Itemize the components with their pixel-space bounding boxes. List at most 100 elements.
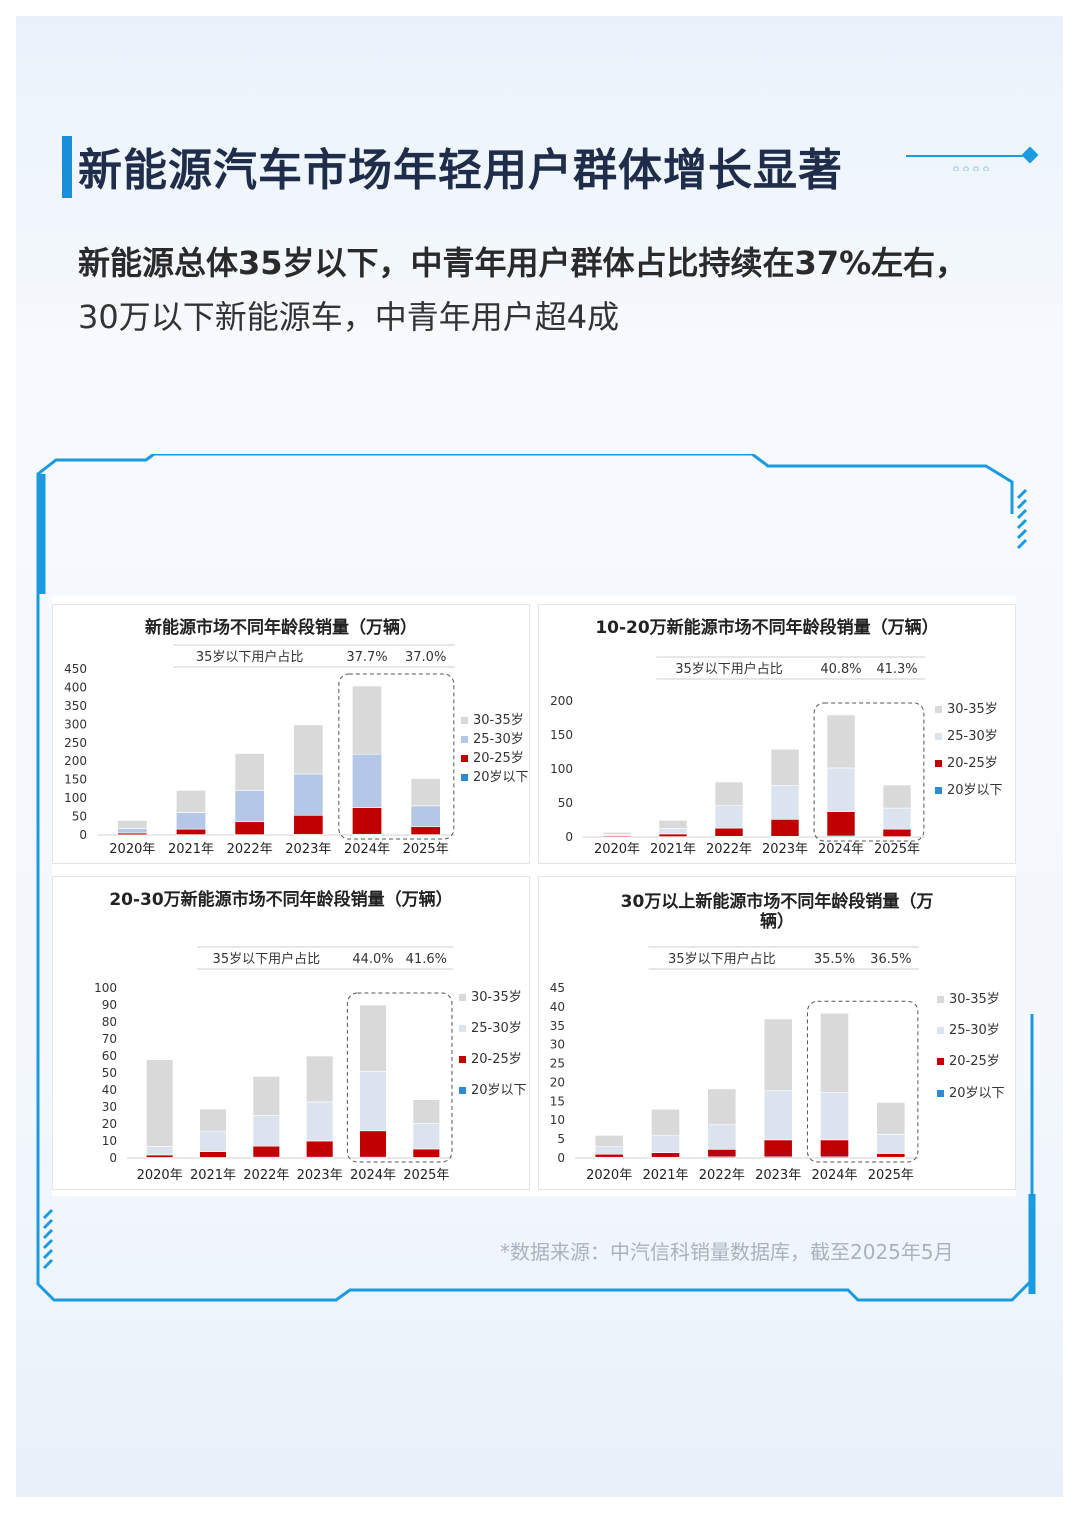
- bar-25-30: [594, 1146, 624, 1155]
- bar-30-35: [770, 748, 800, 786]
- chart-title: 10-20万新能源市场不同年龄段销量（万辆）: [595, 617, 938, 638]
- y-tick-label: 450: [64, 662, 87, 676]
- bar-20-25: [293, 814, 324, 835]
- x-tick-label: 2021年: [190, 1168, 236, 1183]
- x-tick-label: 2025年: [403, 1168, 449, 1183]
- highlight-box: [338, 673, 455, 840]
- legend-label-25-30: 25-30岁: [473, 732, 524, 747]
- title-accent-bar: [62, 136, 72, 198]
- legend-swatch-25-30: [459, 1025, 466, 1032]
- bar-30-35: [410, 778, 441, 807]
- bar-25-30: [707, 1124, 737, 1150]
- x-tick-label: 2024年: [350, 1168, 396, 1183]
- y-tick-label: 90: [102, 998, 117, 1012]
- data-source-note: *数据来源：中汽信科销量数据库，截至2025年5月: [500, 1240, 954, 1264]
- legend-swatch-30-35: [461, 717, 468, 724]
- y-tick-label: 70: [102, 1032, 117, 1046]
- x-tick-label: 2024年: [818, 842, 864, 857]
- legend-label-30-35: 30-35岁: [949, 992, 1000, 1007]
- bar-30-35: [651, 1108, 680, 1137]
- legend-swatch-under20: [461, 774, 468, 781]
- bar-25-30: [651, 1135, 680, 1154]
- x-tick-label: 2020年: [594, 842, 640, 857]
- y-tick-label: 35: [550, 1019, 565, 1033]
- legend-swatch-25-30: [935, 733, 942, 740]
- x-tick-label: 2023年: [285, 842, 331, 857]
- bar-25-30: [117, 828, 148, 834]
- legend-label-20-25: 20-25岁: [947, 756, 998, 771]
- y-tick-label: 40: [102, 1083, 117, 1097]
- y-tick-label: 0: [109, 1151, 117, 1165]
- annotation-value: 36.5%: [870, 952, 911, 967]
- bar-20-25: [359, 1130, 387, 1158]
- chart-title: 新能源市场不同年龄段销量（万辆）: [145, 617, 417, 638]
- annotation-value: 37.0%: [405, 650, 446, 665]
- legend-label-under20: 20岁以下: [471, 1083, 527, 1098]
- annotation-value: 41.3%: [876, 662, 917, 677]
- bar-30-35: [882, 784, 912, 809]
- y-tick-label: 200: [64, 754, 87, 768]
- y-tick-label: 60: [102, 1049, 117, 1063]
- y-tick-label: 30: [550, 1038, 565, 1052]
- annotation-value: 40.8%: [820, 662, 861, 677]
- legend-swatch-20-25: [459, 1056, 466, 1063]
- legend-swatch-20-25: [935, 760, 942, 767]
- bar-20-25: [146, 1154, 174, 1158]
- x-tick-label: 2021年: [642, 1168, 688, 1183]
- bar-25-30: [770, 785, 800, 820]
- y-tick-label: 25: [550, 1057, 565, 1071]
- legend-label-25-30: 25-30岁: [949, 1023, 1000, 1038]
- bar-30-35: [252, 1076, 280, 1116]
- bar-25-30: [199, 1130, 227, 1152]
- legend-label-20-25: 20-25岁: [473, 751, 524, 766]
- y-tick-label: 200: [550, 694, 573, 708]
- bar-30-35: [876, 1102, 906, 1135]
- legend-swatch-20-25: [937, 1058, 944, 1065]
- y-tick-label: 350: [64, 699, 87, 713]
- x-tick-label: 2022年: [699, 1168, 745, 1183]
- bar-25-30: [826, 767, 856, 812]
- legend-label-20-25: 20-25岁: [471, 1052, 522, 1067]
- legend-label-under20: 20岁以下: [473, 770, 529, 785]
- annotation-value: 35.5%: [814, 952, 855, 967]
- y-tick-label: 5: [557, 1132, 565, 1146]
- x-tick-label: 2024年: [344, 842, 390, 857]
- legend-label-30-35: 30-35岁: [471, 990, 522, 1005]
- x-tick-label: 2025年: [403, 842, 449, 857]
- bar-30-35: [820, 1013, 849, 1093]
- y-tick-label: 0: [79, 828, 87, 842]
- x-tick-label: 2023年: [297, 1168, 343, 1183]
- bar-25-30: [359, 1071, 387, 1132]
- legend-swatch-30-35: [935, 706, 942, 713]
- bar-25-30: [234, 790, 265, 823]
- tech-frame: [36, 454, 1036, 1302]
- y-tick-label: 100: [94, 981, 117, 995]
- legend-swatch-under20: [935, 787, 942, 794]
- bar-25-30: [876, 1134, 906, 1154]
- annotation-value: 44.0%: [352, 952, 393, 967]
- chart-svg-2: 20-30万新能源市场不同年龄段销量（万辆） 35岁以下用户占比 44.0% 41.6…: [94, 889, 527, 1183]
- y-tick-label: 80: [102, 1015, 117, 1029]
- annotation-label: 35岁以下用户占比: [213, 951, 321, 967]
- bar-20-25: [714, 827, 744, 837]
- legend-swatch-25-30: [937, 1027, 944, 1034]
- legend-label-25-30: 25-30岁: [947, 729, 998, 744]
- annotation-label: 35岁以下用户占比: [668, 951, 776, 967]
- bar-20-25: [707, 1149, 737, 1158]
- x-tick-label: 2023年: [755, 1168, 801, 1183]
- y-tick-label: 150: [550, 728, 573, 742]
- bar-20-25: [176, 828, 206, 835]
- bar-25-30: [146, 1146, 174, 1156]
- chart-title: 20-30万新能源市场不同年龄段销量（万辆）: [109, 889, 452, 910]
- bar-30-35: [763, 1018, 793, 1092]
- bar-25-30: [410, 805, 441, 827]
- bar-25-30: [176, 812, 206, 830]
- bar-30-35: [146, 1059, 174, 1147]
- y-tick-label: 50: [72, 810, 87, 824]
- bar-30-35: [594, 1135, 624, 1147]
- bar-20-25: [651, 1152, 680, 1158]
- bar-30-35: [826, 714, 856, 769]
- y-tick-label: 30: [102, 1100, 117, 1114]
- annotation-label: 35岁以下用户占比: [196, 649, 304, 665]
- chart-title-line-2: 辆）: [760, 911, 794, 932]
